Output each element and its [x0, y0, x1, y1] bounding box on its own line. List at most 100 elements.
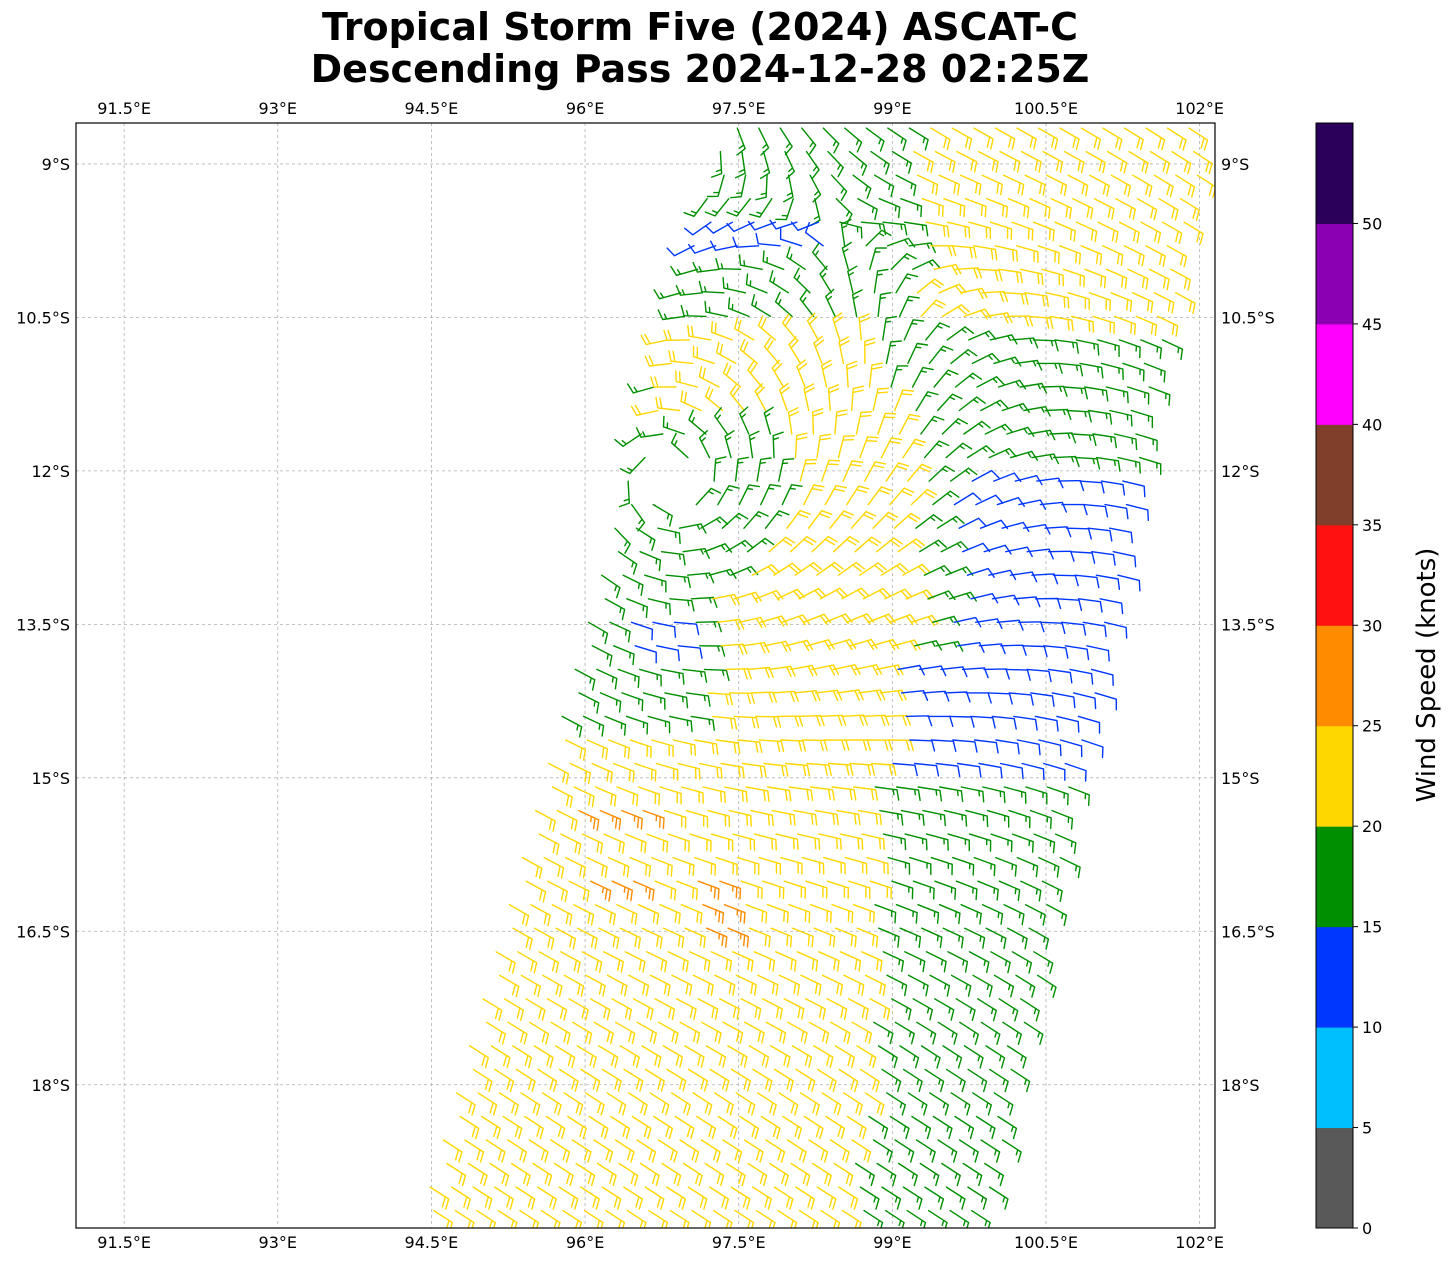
wind-barb [685, 809, 709, 828]
wind-barb [1048, 550, 1075, 562]
wind-barb [614, 433, 642, 447]
wind-barb [950, 974, 972, 997]
wind-barb [823, 856, 846, 875]
wind-barb [1056, 715, 1080, 733]
wind-barb [1145, 127, 1166, 151]
wind-barb [930, 856, 953, 876]
wind-barb [614, 527, 631, 554]
wind-barb [866, 739, 893, 751]
wind-barb [801, 856, 825, 875]
wind-barb [576, 1045, 597, 1069]
wind-barb [769, 219, 798, 230]
wind-barb [1117, 574, 1141, 592]
wind-barb [584, 1092, 605, 1116]
wind-barb [941, 1162, 961, 1187]
wind-barb [735, 974, 757, 996]
wind-barb [1021, 645, 1048, 658]
wind-barb [1084, 268, 1107, 289]
wind-barb [849, 762, 876, 776]
wind-barb [882, 316, 898, 341]
wind-barb [1069, 668, 1094, 685]
wind-barb [629, 856, 652, 878]
wind-barb [877, 292, 892, 318]
wind-barb [956, 762, 982, 778]
wind-barb [844, 739, 871, 751]
wind-barb [945, 1068, 966, 1093]
wind-barb [899, 927, 922, 948]
wind-barb [955, 880, 978, 901]
wind-barb [520, 974, 541, 998]
wind-barb [705, 1045, 727, 1068]
wind-barb [1028, 927, 1050, 950]
wind-barb [725, 668, 752, 680]
wind-barb [1028, 315, 1054, 330]
lon-tick-label-top: 93°E [259, 99, 297, 118]
wind-barb [937, 393, 963, 412]
wind-barb [1051, 692, 1076, 709]
wind-barb [684, 927, 706, 949]
wind-barb [832, 536, 860, 553]
wind-barb [637, 904, 660, 925]
wind-barb [618, 480, 630, 508]
wind-barb [476, 1209, 496, 1228]
wind-barb [634, 645, 657, 664]
lon-tick-label-bottom: 96°E [566, 1233, 604, 1252]
wind-barb [811, 664, 840, 676]
wind-barb [965, 809, 989, 828]
wind-barb [618, 1162, 639, 1187]
wind-barb [446, 1162, 467, 1187]
wind-barb [578, 809, 600, 831]
wind-barb [860, 221, 887, 236]
wind-barb [859, 562, 887, 576]
wind-barb [670, 265, 699, 276]
wind-barb [734, 456, 750, 482]
wind-barb [714, 974, 736, 996]
wind-barb [991, 715, 1017, 730]
wind-barb [1000, 644, 1027, 656]
wind-barb [673, 621, 700, 636]
wind-barb [698, 280, 725, 294]
wind-barb [841, 587, 870, 600]
wind-barb [666, 1068, 687, 1092]
wind-barb [1109, 409, 1133, 427]
wind-barb [658, 1021, 679, 1044]
wind-barb [692, 974, 714, 996]
wind-barb [891, 880, 914, 900]
wind-barb [997, 379, 1027, 390]
wind-barb [836, 689, 864, 701]
wind-barb [482, 998, 503, 1022]
wind-barb [1003, 786, 1027, 804]
lat-tick-label-right: 15°S [1221, 769, 1260, 788]
wind-barb [783, 998, 805, 1020]
wind-barb [617, 668, 640, 689]
wind-barb [650, 376, 677, 388]
wind-barb [568, 998, 589, 1021]
wind-barb [689, 833, 712, 852]
wind-barb [835, 198, 853, 224]
wind-barb [1072, 198, 1094, 220]
wind-barb [869, 998, 891, 1021]
wind-barb [524, 1115, 544, 1140]
wind-barb [964, 198, 987, 218]
wind-barb [667, 833, 690, 853]
wind-barb [1102, 245, 1124, 266]
wind-barb [796, 833, 821, 851]
wind-barb [687, 325, 712, 341]
wind-barb [707, 692, 733, 706]
wind-barb [892, 762, 918, 777]
wind-barb [925, 322, 951, 341]
wind-barb [1082, 503, 1109, 518]
colorbar-tick-label: 20 [1362, 817, 1382, 836]
wind-barb [862, 587, 891, 600]
wind-barb [890, 365, 909, 388]
wind-barb [752, 1068, 773, 1092]
wind-barb [913, 762, 940, 777]
lat-tick-label-right: 18°S [1221, 1076, 1260, 1095]
wind-barb [809, 904, 832, 924]
wind-barb [810, 198, 821, 227]
wind-barb [880, 437, 903, 459]
wind-barb [966, 445, 995, 459]
wind-barb [608, 739, 630, 760]
colorbar-tick-label: 0 [1362, 1219, 1372, 1238]
wind-barb [947, 833, 970, 852]
